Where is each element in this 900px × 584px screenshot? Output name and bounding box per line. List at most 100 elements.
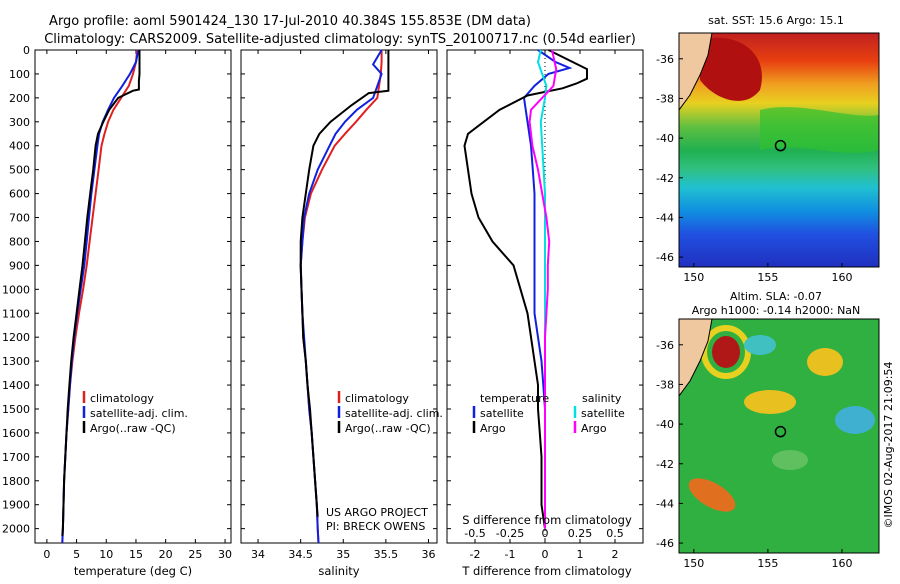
map-y-tick-label: -44 — [656, 211, 674, 224]
sla-band — [772, 450, 808, 470]
sla-map-axes: 150 155 160 -36 -38 -40 -42 -44 -46 — [656, 339, 852, 570]
top-x-tick-label: -0.5 — [464, 527, 485, 540]
top-x-tick-label: 0.25 — [568, 527, 593, 540]
x-tick-label: -2 — [470, 548, 481, 561]
legend-title-temperature: temperature — [480, 392, 549, 405]
y-tick-label: 1700 — [2, 451, 30, 464]
series-line — [528, 49, 558, 529]
map-x-tick-label: 155 — [757, 271, 778, 284]
x-tick-label: 34.5 — [288, 548, 313, 561]
map-y-tick-label: -46 — [656, 251, 674, 264]
sst-map-axes: 150 155 160 -36 -38 -40 -42 -44 -46 — [656, 53, 852, 284]
x-tick-label: 10 — [99, 548, 113, 561]
map-y-tick-label: -42 — [656, 172, 674, 185]
salinity-plot: 34 34.5 35 35.5 36 — [241, 49, 437, 561]
map-y-tick-label: -46 — [656, 537, 674, 550]
temperature-panel-frame — [34, 49, 232, 544]
y-tick-label: 1400 — [2, 379, 30, 392]
sla-map-title-1: Altim. SLA: -0.07 — [730, 290, 822, 303]
y-tick-label: 1800 — [2, 475, 30, 488]
land-coast — [679, 319, 713, 397]
x-tick-label: 1 — [577, 548, 584, 561]
sst-band — [760, 107, 879, 153]
map-y-tick-label: -40 — [656, 418, 674, 431]
y-tick-label: 1900 — [2, 499, 30, 512]
legend-label-satellite: satellite-adj. clim. — [345, 407, 443, 420]
x-tick-label: 0 — [542, 548, 549, 561]
x-tick-label: 5 — [73, 548, 80, 561]
x-tick-label: 15 — [129, 548, 143, 561]
x-tick-label: 20 — [159, 548, 173, 561]
y-tick-label: 200 — [9, 92, 30, 105]
series-line — [299, 50, 383, 544]
series-line — [299, 49, 383, 544]
x-tick-label: 36 — [421, 548, 435, 561]
y-tick-label: 800 — [9, 235, 30, 248]
title-line-1: Argo profile: aoml 5901424_130 17-Jul-20… — [49, 14, 531, 29]
map-y-tick-label: -36 — [656, 339, 674, 352]
sla-map-frame — [678, 318, 880, 554]
argo-position-marker — [774, 139, 787, 152]
temperature-legend: climatology satellite-adj. clim. Argo(..… — [82, 391, 188, 435]
legend-label-sal-satellite: satellite — [581, 407, 625, 420]
title-line-2: Climatology: CARS2009. Satellite-adjuste… — [44, 32, 636, 47]
y-tick-label: 1300 — [2, 355, 30, 368]
y-tick-label: 1600 — [2, 427, 30, 440]
x-tick-label: 34 — [251, 548, 265, 561]
y-tick-label: 600 — [9, 188, 30, 201]
x-tick-label: 35 — [336, 548, 350, 561]
y-tick-label: 900 — [9, 259, 30, 272]
legend-title-salinity: salinity — [582, 392, 622, 405]
map-y-tick-label: -44 — [656, 497, 674, 510]
x-tick-label: 25 — [188, 548, 202, 561]
sla-high-2 — [744, 390, 796, 414]
sst-warm-core — [700, 37, 762, 101]
argo-position-marker — [774, 425, 787, 438]
sst-map-frame — [678, 32, 880, 268]
y-tick-label: 300 — [9, 116, 30, 129]
x-tick-label: 30 — [218, 548, 232, 561]
sla-low-1 — [744, 335, 776, 355]
map-x-tick-label: 150 — [683, 557, 704, 570]
difference-top-label: S difference from climatology — [462, 513, 632, 527]
top-x-tick-label: 0.5 — [606, 527, 624, 540]
top-x-tick-label: -0.25 — [496, 527, 524, 540]
map-x-tick-label: 150 — [683, 271, 704, 284]
y-tick-label: 1200 — [2, 331, 30, 344]
sla-high-1 — [712, 336, 740, 368]
legend-label-argo: Argo(..raw -QC) — [90, 422, 176, 435]
map-y-tick-label: -40 — [656, 132, 674, 145]
y-tick-label: 1000 — [2, 283, 30, 296]
sla-high-4 — [688, 478, 736, 512]
y-tick-label: 500 — [9, 164, 30, 177]
salinity-panel-frame — [240, 49, 438, 544]
salinity-legend: climatology satellite-adj. clim. Argo(..… — [337, 391, 443, 435]
sla-low-2 — [835, 406, 875, 434]
legend-label-temp-argo: Argo — [480, 422, 506, 435]
x-tick-label: -1 — [505, 548, 516, 561]
x-tick-label: 35.5 — [374, 548, 399, 561]
legend-label-temp-satellite: satellite — [480, 407, 524, 420]
map-x-tick-label: 155 — [757, 557, 778, 570]
x-tick-label: 2 — [612, 548, 619, 561]
legend-label-sal-argo: Argo — [581, 422, 607, 435]
legend-label-argo: Argo(..raw -QC) — [345, 422, 431, 435]
legend-label-climatology: climatology — [90, 392, 154, 405]
map-x-tick-label: 160 — [831, 271, 852, 284]
map-x-tick-label: 160 — [831, 557, 852, 570]
x-tick-label: 0 — [43, 548, 50, 561]
map-y-tick-label: -42 — [656, 458, 674, 471]
difference-plot: -2 -1 0 1 2 -0.5 -0.25 0 0.25 0.5 — [447, 49, 643, 561]
temperature-plot: 0100200300400500600700800900100011001200… — [2, 44, 232, 561]
top-x-tick-label: 0 — [542, 527, 549, 540]
y-tick-label: 1100 — [2, 307, 30, 320]
difference-legend: temperature satellite Argo salinity sate… — [472, 392, 625, 435]
series-line — [61, 49, 139, 544]
series-line — [61, 49, 140, 544]
difference-xlabel: T difference from climatology — [461, 564, 632, 578]
sla-map-title-2: Argo h1000: -0.14 h2000: NaN — [692, 304, 861, 317]
y-tick-label: 0 — [23, 44, 30, 57]
land-coast — [679, 33, 713, 111]
